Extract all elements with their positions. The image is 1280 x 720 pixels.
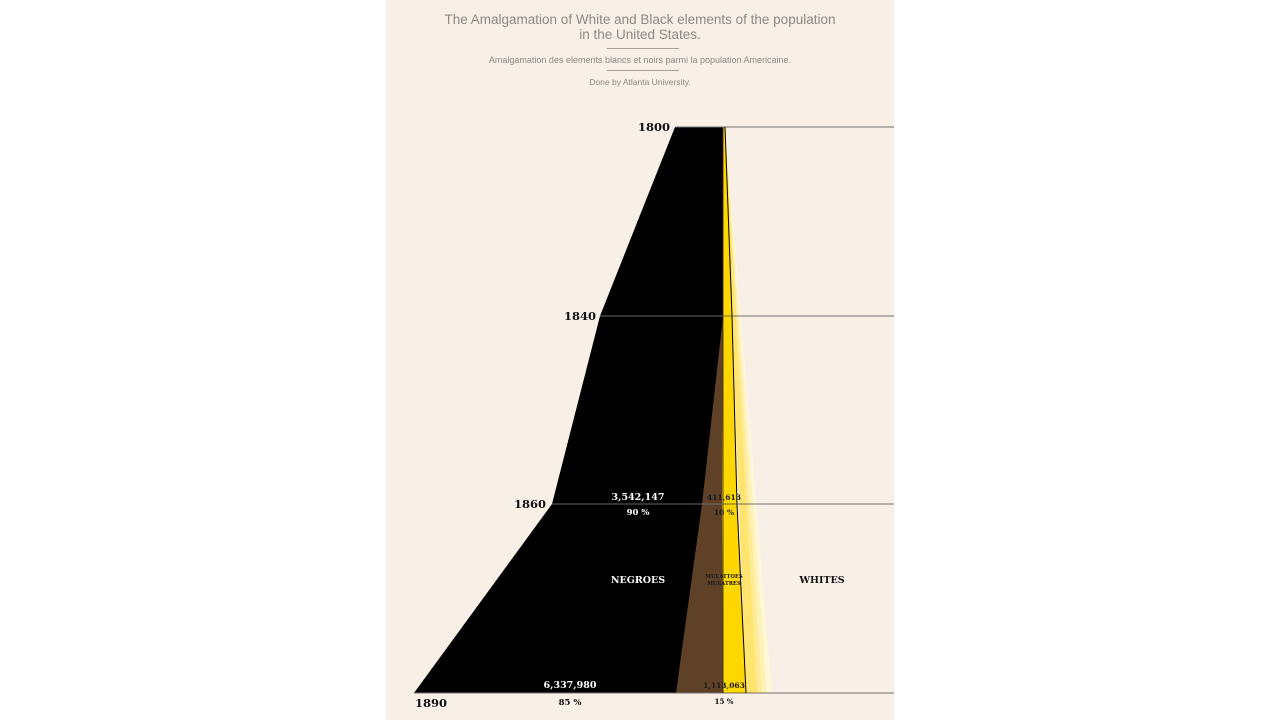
mulattoes-value-1860: 411,613: [707, 493, 741, 502]
subtitle-divider: [607, 70, 679, 71]
series-label-negroes: NEGROES: [611, 575, 665, 586]
negroes-area: [414, 127, 723, 693]
mulattoes-percent-1860: 10 %: [714, 508, 734, 517]
whites-blend-band-4: [725, 127, 757, 693]
chart-credit: Done by Atlanta University.: [589, 77, 691, 87]
whites-blend-band-3: [725, 127, 762, 693]
mulattoes-value-1890: 1,113,063: [703, 681, 745, 690]
negroes-value-1860: 3,542,147: [612, 492, 665, 503]
series-label-mulatres: MULATRES: [707, 581, 741, 587]
negroes-percent-1890: 85 %: [559, 698, 582, 708]
year-label-1860: 1860: [514, 497, 546, 511]
whites-blend-band-1: [725, 127, 772, 693]
negroes-value-1890: 6,337,980: [544, 680, 597, 691]
year-label-1890: 1890: [415, 696, 447, 710]
year-label-1840: 1840: [564, 309, 596, 323]
mulattoes-brown-area: [676, 127, 723, 693]
whites-blend-band-2: [725, 127, 767, 693]
title-line-2: in the United States.: [579, 27, 701, 42]
negroes-percent-1860: 90 %: [627, 508, 650, 518]
title-line-1: The Amalgamation of White and Black elem…: [444, 12, 836, 27]
mulattoes-percent-1890: 15 %: [715, 697, 734, 706]
poster: The Amalgamation of White and Black elem…: [386, 0, 894, 720]
title-divider: [607, 48, 679, 49]
chart-title: The Amalgamation of White and Black elem…: [386, 12, 894, 42]
series-label-mulattoes: MULATTOES: [705, 574, 743, 580]
whites-boundary-line: [724, 126, 747, 694]
chart-subtitle: Amalgamation des elements blancs et noir…: [488, 55, 792, 65]
year-label-1800: 1800: [638, 120, 670, 134]
series-label-whites: WHITES: [798, 575, 844, 586]
amalgamation-chart: 1800 1840 1860 1890 3,542,147 90 % 411,613 10 %…: [414, 120, 894, 710]
